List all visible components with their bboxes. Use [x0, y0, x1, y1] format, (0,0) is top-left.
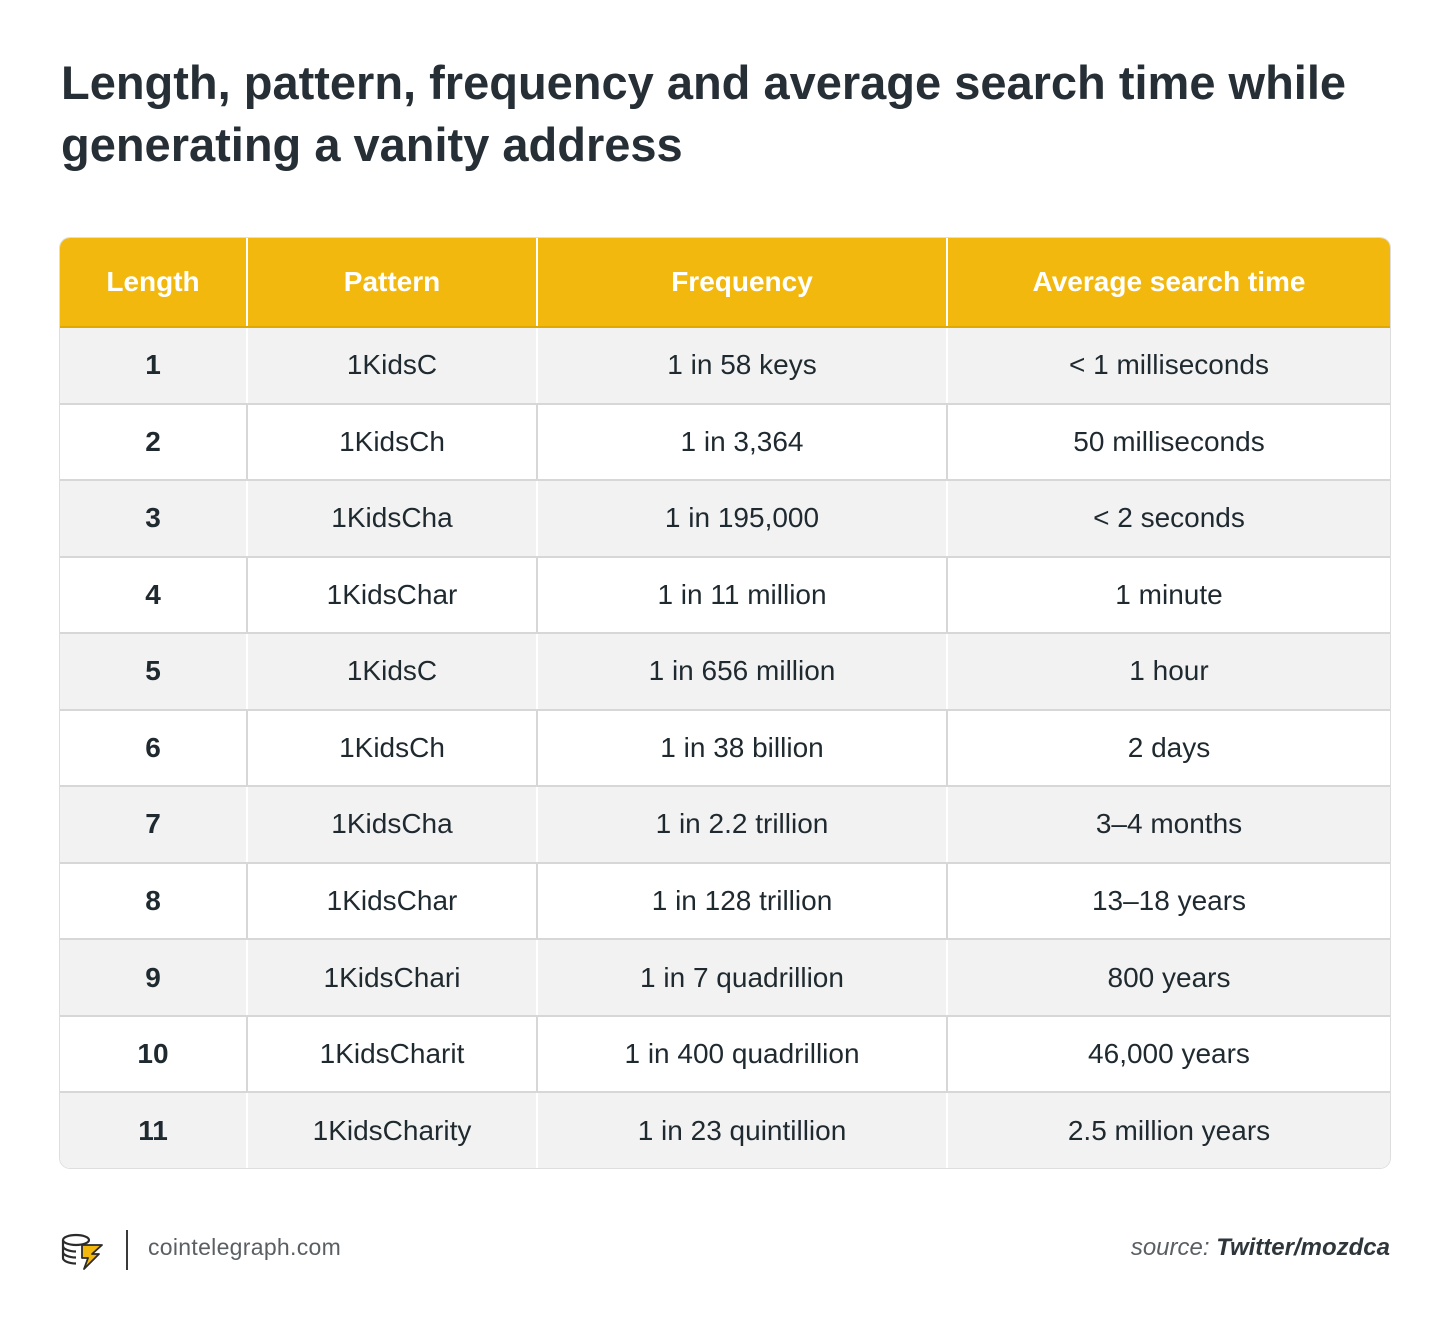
table-row: 4 1KidsChar 1 in 11 million 1 minute	[60, 556, 1390, 635]
table-row: 2 1KidsCh 1 in 3,364 50 milliseconds	[60, 403, 1390, 482]
search-time-cell: 3–4 months	[947, 786, 1390, 864]
length-cell: 9	[60, 939, 248, 1017]
column-header-pattern: Pattern	[247, 238, 538, 328]
frequency-cell: 1 in 400 quadrillion	[537, 1015, 948, 1094]
pattern-cell: 1KidsChar	[247, 862, 538, 941]
length-cell: 6	[60, 709, 248, 788]
column-header-frequency: Frequency	[537, 238, 948, 328]
header-row: Length Pattern Frequency Average search …	[60, 238, 1390, 328]
search-time-cell: 1 minute	[947, 556, 1390, 635]
footer: cointelegraph.com source: Twitter/mozdca	[60, 1228, 1390, 1272]
pattern-cell: 1KidsChar	[247, 556, 538, 635]
length-cell: 10	[60, 1015, 248, 1094]
frequency-cell: 1 in 656 million	[537, 633, 948, 711]
pattern-cell: 1KidsC	[247, 327, 538, 405]
table-row: 10 1KidsCharit 1 in 400 quadrillion 46,000 …	[60, 1015, 1390, 1094]
table-row: 7 1KidsCha 1 in 2.2 trillion 3–4 months	[60, 786, 1390, 864]
search-time-cell: 800 years	[947, 939, 1390, 1017]
data-table-container: Length Pattern Frequency Average search …	[60, 238, 1390, 1168]
frequency-cell: 1 in 23 quintillion	[537, 1092, 948, 1168]
search-time-cell: 2.5 million years	[947, 1092, 1390, 1168]
length-cell: 5	[60, 633, 248, 711]
search-time-cell: < 1 milliseconds	[947, 327, 1390, 405]
table-row: 8 1KidsChar 1 in 128 trillion 13–18 years	[60, 862, 1390, 941]
table-body: 1 1KidsC 1 in 58 keys < 1 milliseconds 2 1Kid…	[60, 327, 1390, 1168]
pattern-cell: 1KidsCh	[247, 403, 538, 482]
pattern-cell: 1KidsCh	[247, 709, 538, 788]
frequency-cell: 1 in 3,364	[537, 403, 948, 482]
source-label: source:	[1130, 1234, 1210, 1261]
search-time-cell: < 2 seconds	[947, 480, 1390, 558]
frequency-cell: 1 in 11 million	[537, 556, 948, 635]
length-cell: 1	[60, 327, 248, 405]
length-cell: 8	[60, 862, 248, 941]
column-header-length: Length	[60, 238, 248, 328]
frequency-cell: 1 in 58 keys	[537, 327, 948, 405]
table-row: 3 1KidsCha 1 in 195,000 < 2 seconds	[60, 480, 1390, 558]
frequency-cell: 1 in 38 billion	[537, 709, 948, 788]
data-table: Length Pattern Frequency Average search …	[60, 238, 1390, 1168]
frequency-cell: 1 in 128 trillion	[537, 862, 948, 941]
search-time-cell: 46,000 years	[947, 1015, 1390, 1094]
pattern-cell: 1KidsC	[247, 633, 538, 711]
pattern-cell: 1KidsCha	[247, 786, 538, 864]
search-time-cell: 1 hour	[947, 633, 1390, 711]
table-row: 1 1KidsC 1 in 58 keys < 1 milliseconds	[60, 327, 1390, 405]
pattern-cell: 1KidsCha	[247, 480, 538, 558]
frequency-cell: 1 in 7 quadrillion	[537, 939, 948, 1017]
table-row: 5 1KidsC 1 in 656 million 1 hour	[60, 633, 1390, 711]
frequency-cell: 1 in 195,000	[537, 480, 948, 558]
source-value: Twitter/mozdca	[1216, 1234, 1390, 1261]
length-cell: 11	[60, 1092, 248, 1168]
cointelegraph-logo-icon	[60, 1230, 104, 1270]
table-header: Length Pattern Frequency Average search …	[60, 238, 1390, 328]
length-cell: 4	[60, 556, 248, 635]
table-row: 6 1KidsCh 1 in 38 billion 2 days	[60, 709, 1390, 788]
page-title: Length, pattern, frequency and average s…	[61, 56, 1347, 171]
table-row: 9 1KidsChari 1 in 7 quadrillion 800 years	[60, 939, 1390, 1017]
site-name: cointelegraph.com	[148, 1234, 342, 1260]
column-header-average-search-time: Average search time	[947, 238, 1390, 328]
pattern-cell: 1KidsCharity	[247, 1092, 538, 1168]
table-row: 11 1KidsCharity 1 in 23 quintillion 2.5 mil…	[60, 1092, 1390, 1168]
source-credit: source: Twitter/mozdca	[1131, 1234, 1390, 1262]
search-time-cell: 50 milliseconds	[947, 403, 1390, 482]
frequency-cell: 1 in 2.2 trillion	[537, 786, 948, 864]
length-cell: 3	[60, 480, 248, 558]
footer-divider	[126, 1230, 128, 1270]
length-cell: 2	[60, 403, 248, 482]
search-time-cell: 2 days	[947, 709, 1390, 788]
length-cell: 7	[60, 786, 248, 864]
pattern-cell: 1KidsChari	[247, 939, 538, 1017]
search-time-cell: 13–18 years	[947, 862, 1390, 941]
pattern-cell: 1KidsCharit	[247, 1015, 538, 1094]
